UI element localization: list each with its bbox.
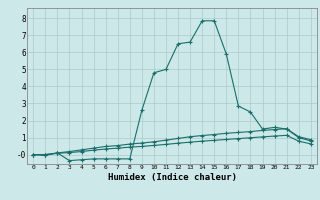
X-axis label: Humidex (Indice chaleur): Humidex (Indice chaleur)	[108, 173, 236, 182]
